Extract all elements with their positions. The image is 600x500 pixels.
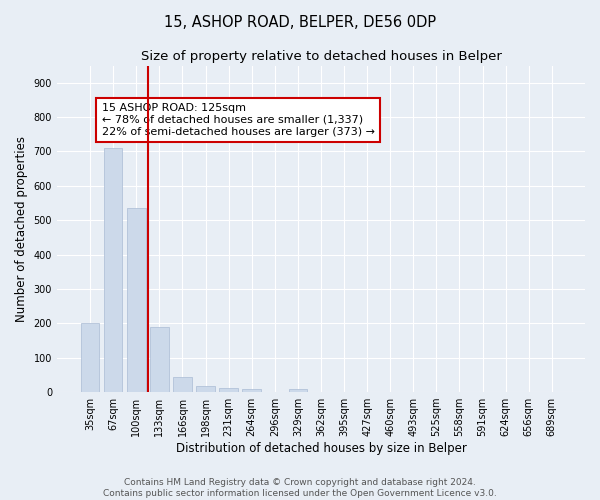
X-axis label: Distribution of detached houses by size in Belper: Distribution of detached houses by size … bbox=[176, 442, 466, 455]
Bar bbox=[196, 386, 215, 392]
Bar bbox=[150, 327, 169, 392]
Y-axis label: Number of detached properties: Number of detached properties bbox=[15, 136, 28, 322]
Bar bbox=[81, 324, 100, 392]
Bar bbox=[104, 148, 122, 392]
Text: 15, ASHOP ROAD, BELPER, DE56 0DP: 15, ASHOP ROAD, BELPER, DE56 0DP bbox=[164, 15, 436, 30]
Bar bbox=[220, 388, 238, 392]
Text: Contains HM Land Registry data © Crown copyright and database right 2024.
Contai: Contains HM Land Registry data © Crown c… bbox=[103, 478, 497, 498]
Text: 15 ASHOP ROAD: 125sqm
← 78% of detached houses are smaller (1,337)
22% of semi-d: 15 ASHOP ROAD: 125sqm ← 78% of detached … bbox=[101, 104, 374, 136]
Bar bbox=[173, 378, 192, 392]
Bar bbox=[127, 208, 146, 392]
Title: Size of property relative to detached houses in Belper: Size of property relative to detached ho… bbox=[140, 50, 502, 63]
Bar bbox=[289, 390, 307, 392]
Bar bbox=[242, 389, 261, 392]
